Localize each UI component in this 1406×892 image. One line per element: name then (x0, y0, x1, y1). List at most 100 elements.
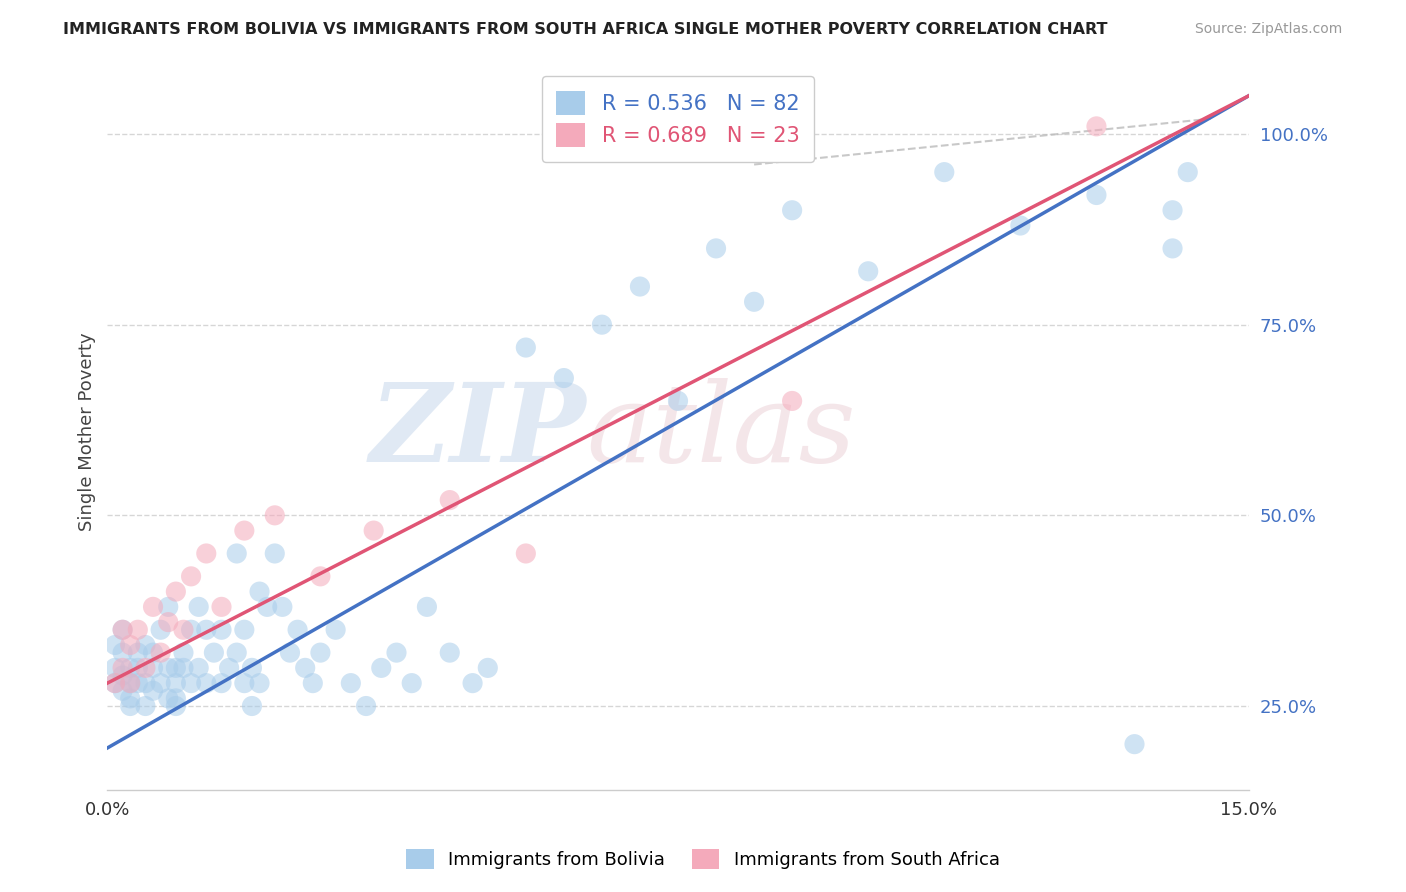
Point (211, 599, 233, 614)
Point (120, 676, 142, 690)
Point (172, 646, 194, 660)
Point (1161, 241, 1184, 255)
Point (742, 294, 765, 309)
Text: atlas: atlas (586, 377, 856, 485)
Point (134, 698, 156, 713)
Point (120, 638, 142, 652)
Point (120, 698, 142, 713)
Point (1161, 203, 1184, 218)
Point (142, 599, 165, 614)
Point (340, 676, 363, 690)
Point (666, 393, 689, 408)
Point (134, 676, 156, 690)
Point (157, 615, 180, 629)
Point (385, 646, 408, 660)
Point (149, 646, 172, 660)
Point (1085, 120, 1108, 134)
Point (165, 676, 187, 690)
Point (263, 508, 285, 523)
Point (309, 569, 332, 583)
Point (195, 546, 218, 560)
Text: Source: ZipAtlas.com: Source: ZipAtlas.com (1195, 22, 1343, 37)
Point (704, 241, 727, 255)
Point (165, 584, 187, 599)
Point (127, 661, 149, 675)
Point (354, 698, 377, 713)
Point (142, 661, 165, 675)
Point (127, 646, 149, 660)
Point (187, 599, 209, 614)
Point (439, 493, 461, 508)
Point (591, 318, 613, 332)
Point (180, 623, 202, 637)
Point (240, 698, 263, 713)
Point (301, 676, 323, 690)
Point (477, 661, 499, 675)
Point (157, 691, 180, 706)
Point (211, 623, 233, 637)
Point (149, 676, 172, 690)
Point (195, 676, 218, 690)
Text: IMMIGRANTS FROM BOLIVIA VS IMMIGRANTS FROM SOUTH AFRICA SINGLE MOTHER POVERTY CO: IMMIGRANTS FROM BOLIVIA VS IMMIGRANTS FR… (63, 22, 1108, 37)
Point (218, 661, 240, 675)
Point (187, 661, 209, 675)
Point (515, 546, 537, 560)
Point (172, 661, 194, 675)
Point (211, 676, 233, 690)
Legend: R = 0.536   N = 82, R = 0.689   N = 23: R = 0.536 N = 82, R = 0.689 N = 23 (541, 76, 814, 161)
Point (157, 661, 180, 675)
Point (249, 584, 271, 599)
Point (1085, 188, 1108, 202)
Point (225, 646, 247, 660)
Point (249, 676, 271, 690)
Point (111, 668, 134, 682)
Point (934, 165, 956, 179)
Point (287, 623, 309, 637)
Point (325, 623, 347, 637)
Point (111, 661, 134, 675)
Point (1123, 737, 1146, 751)
Point (225, 546, 247, 560)
Point (439, 646, 461, 660)
Point (180, 569, 202, 583)
Point (780, 393, 803, 408)
Point (104, 676, 127, 690)
Point (309, 646, 332, 660)
Point (165, 691, 187, 706)
Point (120, 691, 142, 706)
Point (149, 623, 172, 637)
Point (202, 646, 225, 660)
Point (104, 676, 127, 690)
Point (628, 279, 651, 293)
Point (127, 623, 149, 637)
Legend: Immigrants from Bolivia, Immigrants from South Africa: Immigrants from Bolivia, Immigrants from… (398, 839, 1008, 879)
Point (363, 524, 385, 538)
Point (120, 661, 142, 675)
Point (263, 546, 285, 560)
Point (134, 661, 156, 675)
Point (233, 676, 256, 690)
Point (780, 203, 803, 218)
Point (165, 698, 187, 713)
Point (172, 623, 194, 637)
Point (461, 676, 484, 690)
Point (553, 371, 575, 385)
Point (233, 524, 256, 538)
Point (233, 623, 256, 637)
Point (111, 683, 134, 698)
Point (294, 661, 316, 675)
Point (416, 599, 439, 614)
Point (1010, 219, 1032, 233)
Point (271, 599, 294, 614)
Point (180, 676, 202, 690)
Point (111, 623, 134, 637)
Point (157, 599, 180, 614)
Point (195, 623, 218, 637)
Point (370, 661, 392, 675)
Point (120, 676, 142, 690)
Point (142, 683, 165, 698)
Point (104, 661, 127, 675)
Point (165, 661, 187, 675)
Point (858, 264, 880, 278)
Point (127, 676, 149, 690)
